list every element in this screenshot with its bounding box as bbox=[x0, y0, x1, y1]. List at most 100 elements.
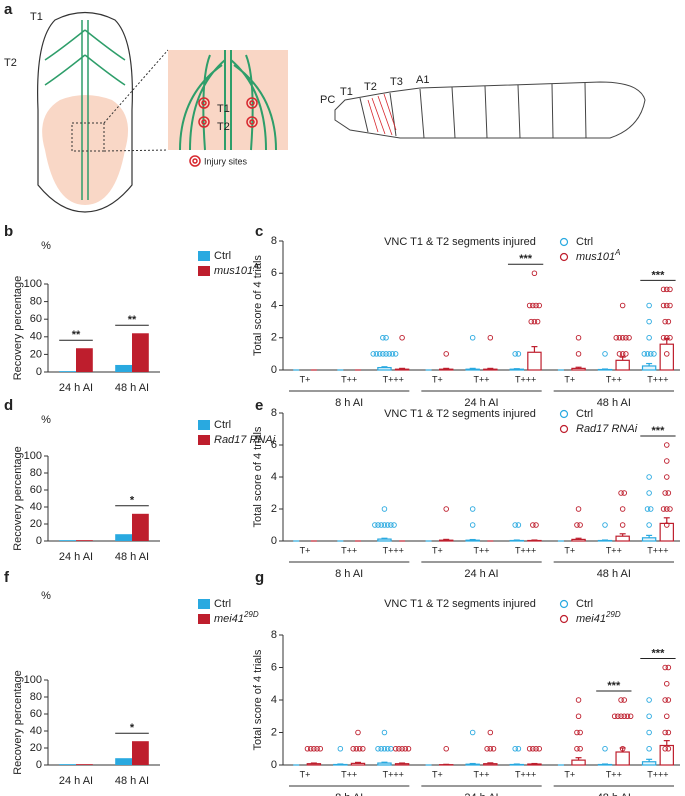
y-tick-label: 60 bbox=[30, 313, 42, 325]
y-tick-label: 80 bbox=[30, 467, 42, 479]
data-point bbox=[487, 746, 494, 752]
data-point bbox=[536, 746, 542, 752]
mean-bar bbox=[527, 351, 542, 371]
data-point bbox=[664, 351, 670, 357]
data-point bbox=[381, 729, 388, 736]
data-point bbox=[646, 729, 652, 736]
data-point bbox=[621, 713, 628, 720]
x-tick-label: 48 h AI bbox=[115, 775, 149, 787]
y-tick-label: 4 bbox=[271, 299, 277, 311]
legend-marker bbox=[559, 409, 569, 419]
side-larva bbox=[334, 81, 646, 139]
zoom-panel bbox=[168, 50, 288, 150]
data-point bbox=[396, 746, 402, 752]
mean-bar bbox=[306, 763, 322, 766]
chart-title: VNC T1 & T2 segments injured bbox=[384, 236, 536, 248]
data-point bbox=[526, 746, 533, 752]
data-point bbox=[623, 335, 629, 341]
injured-segment bbox=[367, 93, 397, 136]
legend-label: Ctrl bbox=[214, 598, 231, 610]
data-point bbox=[487, 335, 494, 341]
data-point bbox=[641, 351, 648, 357]
legend-name: Ctrl bbox=[576, 408, 593, 420]
data-point bbox=[392, 746, 399, 752]
chart-title: VNC T1 & T2 segments injured bbox=[384, 598, 536, 610]
data-point bbox=[615, 713, 621, 720]
legend-name: mei41 bbox=[576, 613, 606, 625]
mean-bar bbox=[377, 366, 392, 371]
bar bbox=[115, 364, 132, 372]
y-tick-label: 6 bbox=[271, 439, 277, 451]
data-point bbox=[619, 351, 626, 357]
data-point bbox=[644, 506, 651, 512]
data-point bbox=[621, 490, 628, 496]
data-point bbox=[577, 746, 583, 752]
bar bbox=[132, 741, 149, 765]
y-tick-label: 60 bbox=[30, 708, 42, 720]
data-point bbox=[619, 302, 626, 309]
data-point bbox=[646, 335, 652, 341]
legend-marker bbox=[559, 424, 569, 434]
label: T2 bbox=[4, 57, 17, 69]
y-tick-label: 0 bbox=[36, 366, 42, 378]
data-point bbox=[664, 286, 670, 293]
data-point bbox=[469, 506, 476, 512]
data-point bbox=[646, 522, 652, 528]
y-tick-label: 0 bbox=[36, 535, 42, 547]
mean-bar bbox=[350, 762, 366, 766]
label: A1 bbox=[416, 74, 429, 86]
legend-marker bbox=[559, 252, 569, 262]
group-label: 48 h AI bbox=[597, 568, 631, 580]
data-point bbox=[616, 351, 623, 357]
mean-bar bbox=[641, 537, 657, 542]
data-point bbox=[618, 713, 624, 720]
x-tick-label: T+ bbox=[564, 374, 575, 384]
bar bbox=[76, 764, 93, 765]
x-tick-label: T++ bbox=[341, 769, 357, 779]
data-point bbox=[665, 746, 672, 752]
data-point bbox=[515, 351, 522, 357]
x-tick-label: T+++ bbox=[383, 545, 404, 555]
significance-label: * bbox=[130, 722, 135, 734]
group-label: 24 h AI bbox=[464, 397, 498, 409]
data-point bbox=[469, 522, 476, 528]
data-point bbox=[443, 746, 449, 752]
data-point bbox=[391, 522, 397, 528]
data-point bbox=[378, 522, 385, 528]
x-tick-label: T+ bbox=[564, 769, 575, 779]
data-point bbox=[534, 318, 541, 325]
x-tick-label: T++ bbox=[473, 374, 489, 384]
data-point bbox=[380, 351, 386, 357]
y-tick-label: 2 bbox=[271, 726, 277, 738]
label: PC bbox=[320, 94, 335, 106]
y-tick-label: 6 bbox=[271, 267, 277, 279]
y-tick-label: 2 bbox=[271, 332, 277, 344]
data-point bbox=[667, 286, 673, 293]
legend-superscript: A bbox=[252, 262, 258, 271]
data-point bbox=[530, 522, 536, 528]
data-point bbox=[388, 746, 394, 752]
data-point bbox=[373, 351, 380, 357]
data-point bbox=[602, 351, 608, 357]
data-point bbox=[304, 746, 311, 752]
legend-marker bbox=[559, 614, 569, 624]
x-tick-label: T++ bbox=[606, 374, 622, 384]
x-tick-label: T+ bbox=[432, 374, 443, 384]
legend-marker bbox=[559, 599, 569, 609]
y-tick-label: 40 bbox=[30, 331, 42, 343]
y-tick-label: 40 bbox=[30, 501, 42, 513]
legend-name: mus101 bbox=[576, 251, 615, 263]
data-point bbox=[665, 729, 672, 736]
data-point bbox=[602, 522, 608, 528]
legend-swatch bbox=[198, 420, 210, 430]
x-tick-label: T+ bbox=[300, 545, 311, 555]
data-point bbox=[646, 697, 652, 703]
data-point bbox=[311, 746, 317, 752]
legend-name: Ctrl bbox=[214, 250, 231, 262]
mean-bar bbox=[377, 762, 392, 766]
x-tick-label: T+ bbox=[432, 769, 443, 779]
legend-name: Rad17 RNAi bbox=[576, 423, 638, 435]
x-tick-label: T++ bbox=[606, 545, 622, 555]
y-axis-label: Recovery percentage bbox=[12, 670, 24, 775]
data-point bbox=[623, 351, 629, 357]
